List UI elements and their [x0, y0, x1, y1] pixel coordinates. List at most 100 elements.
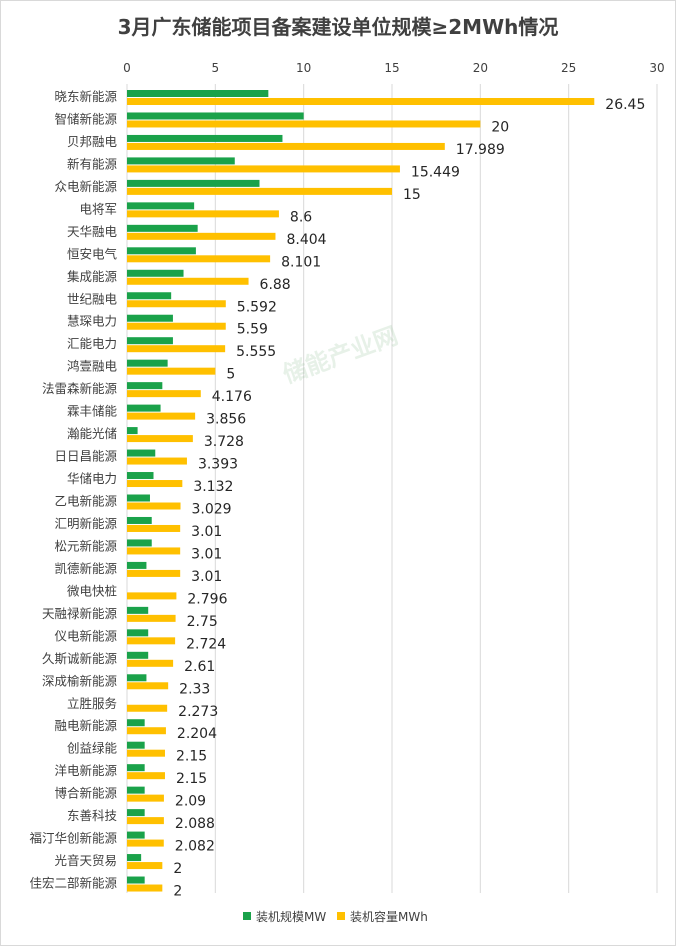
bar-mwh-35 — [127, 884, 163, 892]
bar-mw-20 — [127, 539, 152, 547]
bar-mw-6 — [127, 224, 198, 232]
data-label-20: 3.01 — [191, 546, 222, 562]
data-label-29: 2.15 — [176, 749, 207, 765]
watermark-text: 储能产业网 — [279, 321, 401, 388]
category-label-5: 电将军 — [79, 201, 117, 216]
category-label-8: 集成能源 — [67, 269, 118, 284]
bar-mwh-17 — [127, 480, 183, 488]
x-tick-label-5: 5 — [212, 61, 220, 75]
x-tick-label-20: 20 — [473, 61, 488, 75]
bar-mw-32 — [127, 809, 145, 817]
bar-mwh-30 — [127, 772, 165, 780]
data-label-31: 2.09 — [175, 794, 206, 810]
category-label-19: 汇明新能源 — [54, 516, 117, 531]
data-label-24: 2.724 — [186, 636, 226, 652]
data-label-2: 17.989 — [456, 142, 505, 158]
category-label-9: 世纪融电 — [67, 291, 118, 306]
category-label-12: 鸿壹融电 — [67, 359, 118, 374]
data-label-30: 2.15 — [176, 771, 207, 787]
bar-mwh-32 — [127, 817, 164, 825]
bar-mw-8 — [127, 269, 184, 277]
data-label-32: 2.088 — [175, 816, 215, 832]
bar-mw-0 — [127, 90, 269, 97]
bar-mw-18 — [127, 494, 150, 502]
category-label-16: 日日昌能源 — [54, 449, 117, 464]
bar-mwh-9 — [127, 300, 226, 308]
category-label-14: 霖丰储能 — [67, 404, 118, 419]
category-label-30: 洋电新能源 — [54, 763, 117, 778]
data-label-4: 15 — [403, 187, 421, 203]
bar-mwh-21 — [127, 569, 181, 577]
bar-mw-11 — [127, 337, 173, 345]
data-label-26: 2.33 — [179, 681, 210, 697]
bar-mwh-24 — [127, 637, 176, 645]
category-label-22: 微电快桩 — [67, 583, 117, 598]
data-label-23: 2.75 — [187, 614, 218, 630]
category-label-29: 创益绿能 — [67, 741, 118, 756]
category-label-10: 慧琛电力 — [67, 314, 117, 329]
bar-mwh-27 — [127, 704, 168, 712]
legend-swatch-mwh — [337, 912, 345, 920]
category-label-7: 恒安电气 — [67, 246, 118, 261]
category-label-32: 东善科技 — [67, 808, 118, 823]
x-tick-label-10: 10 — [296, 61, 311, 75]
category-label-4: 众电新能源 — [54, 179, 117, 194]
bar-mwh-31 — [127, 794, 164, 802]
bar-mwh-23 — [127, 614, 176, 622]
bar-mw-29 — [127, 741, 145, 749]
category-label-13: 法雷森新能源 — [42, 381, 118, 396]
bar-mwh-3 — [127, 165, 400, 173]
category-label-17: 华储电力 — [67, 471, 117, 486]
bar-mw-26 — [127, 674, 147, 682]
bar-mw-9 — [127, 292, 172, 300]
x-axis-tick-labels: 0 5 10 15 20 25 30 — [123, 61, 664, 75]
grid-lines — [126, 84, 658, 893]
bar-mw-17 — [127, 472, 154, 480]
bar-mw-21 — [127, 561, 147, 569]
bar-mwh-14 — [127, 412, 196, 420]
bar-mw-23 — [127, 606, 149, 614]
category-label-35: 佳宏二部新能源 — [29, 876, 117, 891]
bar-mwh-13 — [127, 390, 201, 398]
bar-mw-25 — [127, 651, 149, 659]
bar-mwh-5 — [127, 210, 279, 218]
category-label-3: 新有能源 — [67, 156, 118, 171]
bar-mw-15 — [127, 427, 138, 435]
bar-mwh-1 — [127, 120, 481, 128]
bar-mwh-4 — [127, 187, 392, 195]
bar-mw-24 — [127, 629, 149, 637]
bar-mwh-22 — [127, 592, 177, 600]
bar-mwh-6 — [127, 232, 276, 240]
data-label-28: 2.204 — [177, 726, 217, 742]
bar-mw-28 — [127, 719, 145, 727]
x-tick-label-15: 15 — [384, 61, 399, 75]
bar-mw-30 — [127, 764, 145, 772]
category-label-27: 立胜服务 — [67, 696, 117, 711]
chart-title: 3月广东储能项目备案建设单位规模≥2MWh情况 — [118, 15, 559, 39]
data-label-12: 5 — [226, 367, 235, 383]
data-label-1: 20 — [491, 119, 509, 135]
bar-mw-13 — [127, 382, 163, 390]
bar-mw-7 — [127, 247, 196, 255]
category-label-24: 仪电新能源 — [54, 628, 117, 643]
data-label-19: 3.01 — [191, 524, 222, 540]
category-label-26: 深成榆新能源 — [42, 673, 118, 688]
legend: 装机规模MW 装机容量MWh — [243, 909, 428, 924]
data-label-22: 2.796 — [187, 591, 227, 607]
bar-mwh-10 — [127, 322, 226, 330]
category-label-34: 光音天贸易 — [54, 853, 117, 868]
bar-mwh-34 — [127, 862, 163, 870]
category-label-31: 博合新能源 — [54, 786, 117, 801]
bar-mw-12 — [127, 359, 168, 367]
bar-mw-5 — [127, 202, 195, 210]
bar-mwh-8 — [127, 277, 249, 285]
x-tick-label-25: 25 — [561, 61, 576, 75]
data-label-5: 8.6 — [290, 209, 312, 225]
bar-mwh-18 — [127, 502, 181, 510]
bar-mwh-0 — [127, 98, 595, 105]
bar-mw-34 — [127, 854, 142, 862]
data-label-0: 26.45 — [605, 97, 645, 113]
data-label-34: 2 — [173, 861, 182, 877]
watermark: 储能产业网 — [279, 321, 401, 388]
data-label-10: 5.59 — [237, 322, 268, 338]
